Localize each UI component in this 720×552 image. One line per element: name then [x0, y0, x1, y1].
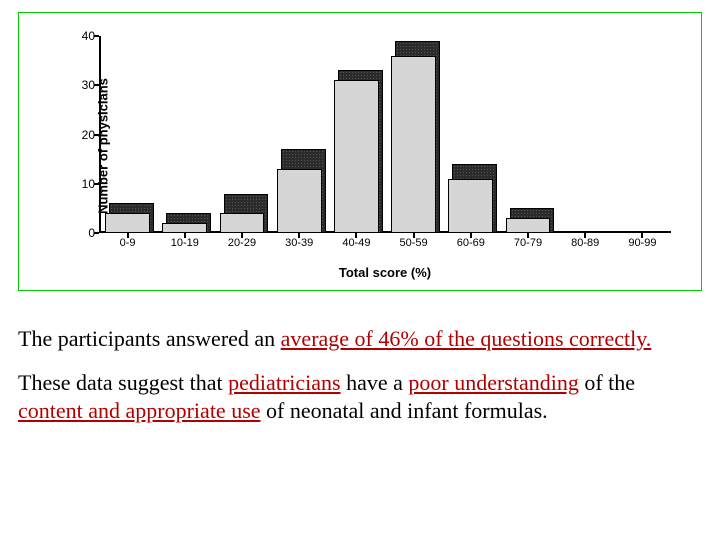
bar: [162, 223, 207, 233]
text-block: The participants answered an average of …: [0, 299, 680, 425]
x-tick-label: 80-89: [571, 237, 599, 249]
p2-d: of neonatal and infant formulas.: [261, 398, 548, 423]
x-tick-mark: [584, 233, 586, 238]
bar: [105, 213, 150, 233]
bar: [277, 169, 322, 233]
y-tick-label: 0: [71, 226, 95, 240]
p2-u2: poor understanding: [408, 370, 578, 395]
y-tick-label: 30: [71, 78, 95, 92]
x-tick-mark: [641, 233, 643, 238]
p2-b: have a: [341, 370, 409, 395]
x-tick-label: 0-9: [120, 237, 136, 249]
y-tick-mark: [94, 183, 99, 185]
x-axis-label: Total score (%): [89, 265, 681, 280]
p2-c: of the: [579, 370, 635, 395]
x-tick-mark: [298, 233, 300, 238]
x-tick-label: 10-19: [171, 237, 199, 249]
y-tick-mark: [94, 134, 99, 136]
bar: [448, 179, 493, 233]
x-tick-mark: [413, 233, 415, 238]
x-tick-label: 60-69: [457, 237, 485, 249]
x-tick-mark: [527, 233, 529, 238]
bar: [391, 56, 436, 233]
x-tick-mark: [184, 233, 186, 238]
paragraph-1: The participants answered an average of …: [18, 325, 662, 353]
y-tick-label: 20: [71, 128, 95, 142]
chart-frame: Number of physicians 0102030400-910-1920…: [18, 12, 702, 291]
bars-layer: [99, 36, 671, 233]
y-tick-mark: [94, 232, 99, 234]
x-tick-mark: [241, 233, 243, 238]
y-tick-label: 10: [71, 177, 95, 191]
y-tick-mark: [94, 35, 99, 37]
y-tick-label: 40: [71, 29, 95, 43]
x-tick-label: 50-59: [400, 237, 428, 249]
x-tick-label: 20-29: [228, 237, 256, 249]
chart-container: Number of physicians 0102030400-910-1920…: [39, 31, 681, 261]
x-tick-label: 90-99: [628, 237, 656, 249]
x-tick-label: 30-39: [285, 237, 313, 249]
x-tick-label: 70-79: [514, 237, 542, 249]
bar: [506, 218, 551, 233]
bar: [220, 213, 265, 233]
p2-u1: pediatricians: [228, 370, 340, 395]
x-tick-mark: [470, 233, 472, 238]
bar: [334, 80, 379, 233]
p2-u3: content and appropriate use: [18, 398, 261, 423]
x-tick-mark: [355, 233, 357, 238]
paragraph-2: These data suggest that pediatricians ha…: [18, 369, 662, 425]
p1-text: The participants answered an: [18, 326, 281, 351]
x-tick-label: 40-49: [342, 237, 370, 249]
x-tick-mark: [127, 233, 129, 238]
plot-area: 0102030400-910-1920-2930-3940-4950-5960-…: [99, 36, 671, 233]
p2-a: These data suggest that: [18, 370, 228, 395]
y-tick-mark: [94, 84, 99, 86]
p1-underline-1: average of 46% of the questions correctl…: [281, 326, 652, 351]
